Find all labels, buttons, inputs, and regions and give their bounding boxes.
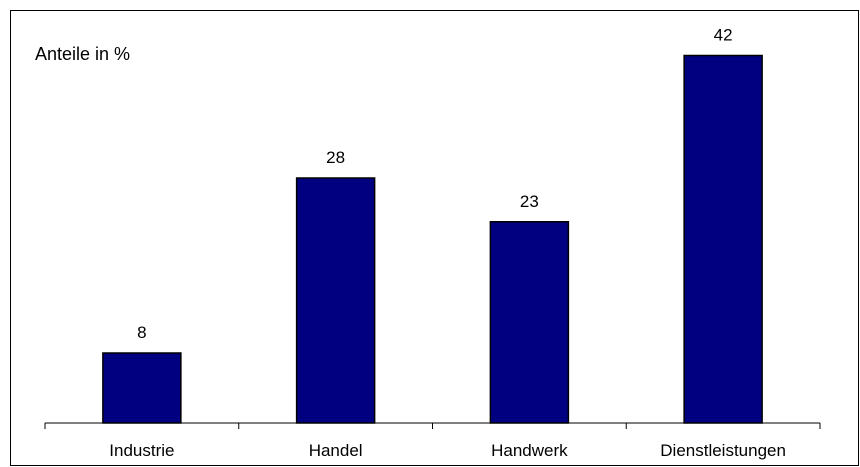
tick-label-industrie: Industrie [109, 441, 174, 460]
bar-handel [295, 177, 376, 424]
chart-title: Anteile in % [35, 44, 131, 64]
tick-label-handel: Handel [309, 441, 363, 460]
bars [102, 54, 763, 424]
data-labels: 8 28 23 42 [137, 26, 732, 343]
data-label-dienstleistungen: 42 [714, 26, 733, 45]
tick-label-dienstleistungen: Dienstleistungen [660, 441, 786, 460]
x-tick-labels: Industrie Handel Handwerk Dienstleistungen [109, 441, 786, 460]
bar-industrie [102, 352, 182, 424]
data-label-industrie: 8 [137, 323, 146, 342]
bar-dienstleistungen [683, 54, 763, 424]
data-label-handwerk: 23 [520, 192, 539, 211]
data-label-handel: 28 [326, 148, 345, 167]
x-axis-ticks [44, 423, 821, 429]
tick-label-handwerk: Handwerk [491, 441, 568, 460]
bar-handwerk [489, 221, 570, 424]
